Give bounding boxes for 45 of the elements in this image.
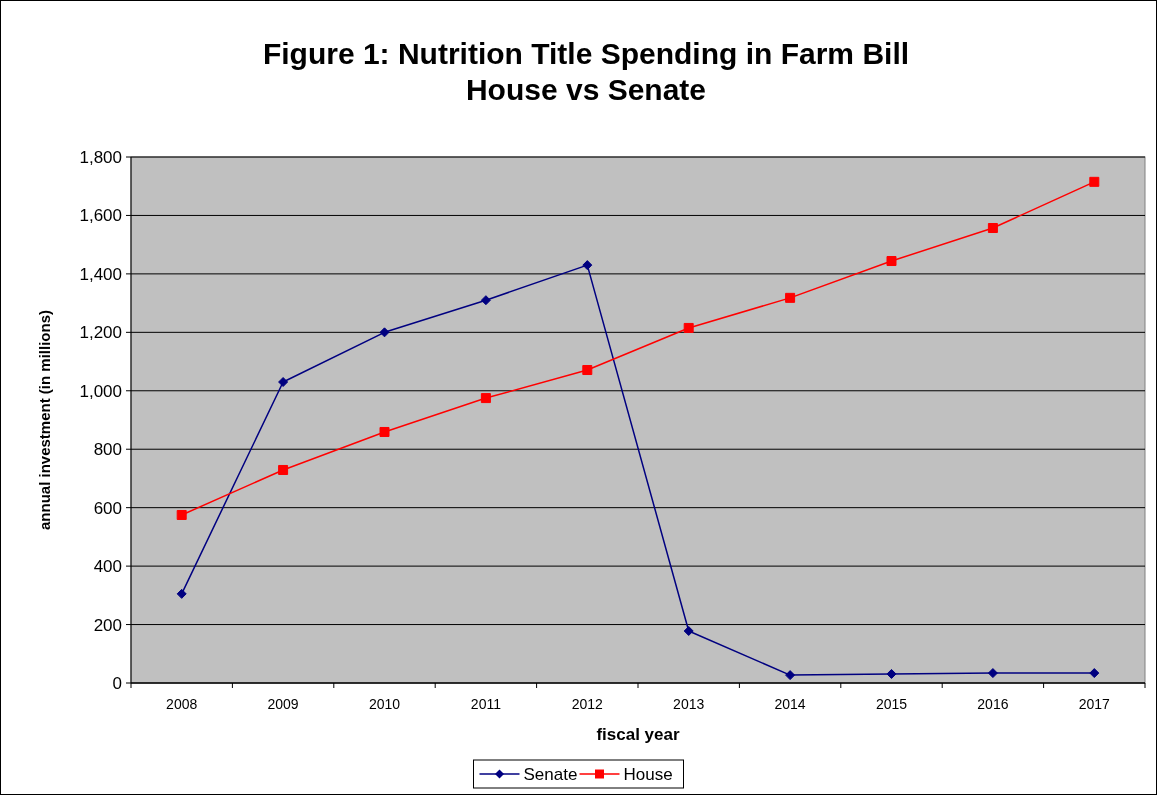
point <box>1089 176 1100 187</box>
y-tick-label: 600 <box>93 498 122 518</box>
point <box>785 670 796 681</box>
point <box>987 668 998 679</box>
x-tick-label: 2015 <box>875 696 908 712</box>
point <box>176 588 187 599</box>
y-tick-label: 200 <box>93 615 122 635</box>
x-tick-label: 2017 <box>1078 696 1111 712</box>
point <box>987 223 998 234</box>
point <box>1089 668 1100 679</box>
x-tick-label: 2010 <box>368 696 401 712</box>
point <box>379 327 390 338</box>
point <box>886 256 897 267</box>
x-axis-title: fiscal year <box>596 725 680 744</box>
y-tick-label: 0 <box>112 673 122 693</box>
point <box>683 322 694 333</box>
legend-label: House <box>623 764 673 784</box>
point <box>785 292 796 303</box>
x-tick-label: 2016 <box>977 696 1009 712</box>
y-tick-label: 400 <box>93 557 122 577</box>
y-tick-label: 1,600 <box>79 206 122 226</box>
point <box>480 393 491 404</box>
point <box>480 295 491 306</box>
x-tick-label: 2013 <box>673 696 705 712</box>
y-tick-label: 1,400 <box>79 264 122 284</box>
y-tick-label: 800 <box>93 440 122 460</box>
point <box>176 509 187 520</box>
x-tick-label: 2009 <box>267 696 299 712</box>
chart-title: Figure 1: Nutrition Title Spending in Farm Bill House vs Senate <box>262 37 910 106</box>
x-tick-label: 2014 <box>774 696 806 712</box>
y-tick-label: 1,000 <box>79 381 122 401</box>
x-tick-label: 2012 <box>571 696 604 712</box>
point <box>683 625 694 636</box>
point <box>886 668 897 679</box>
point <box>278 377 289 388</box>
y-tick-label: 1,200 <box>79 323 122 343</box>
legend-label: Senate <box>523 764 578 784</box>
y-tick-label: 1,800 <box>79 147 122 167</box>
point <box>379 426 390 437</box>
x-tick-label: 2011 <box>470 696 502 712</box>
point <box>582 260 593 271</box>
point <box>582 365 593 376</box>
y-axis-title: annual investment (in millions) <box>36 309 53 531</box>
point <box>278 464 289 475</box>
x-tick-label: 2008 <box>166 696 198 712</box>
